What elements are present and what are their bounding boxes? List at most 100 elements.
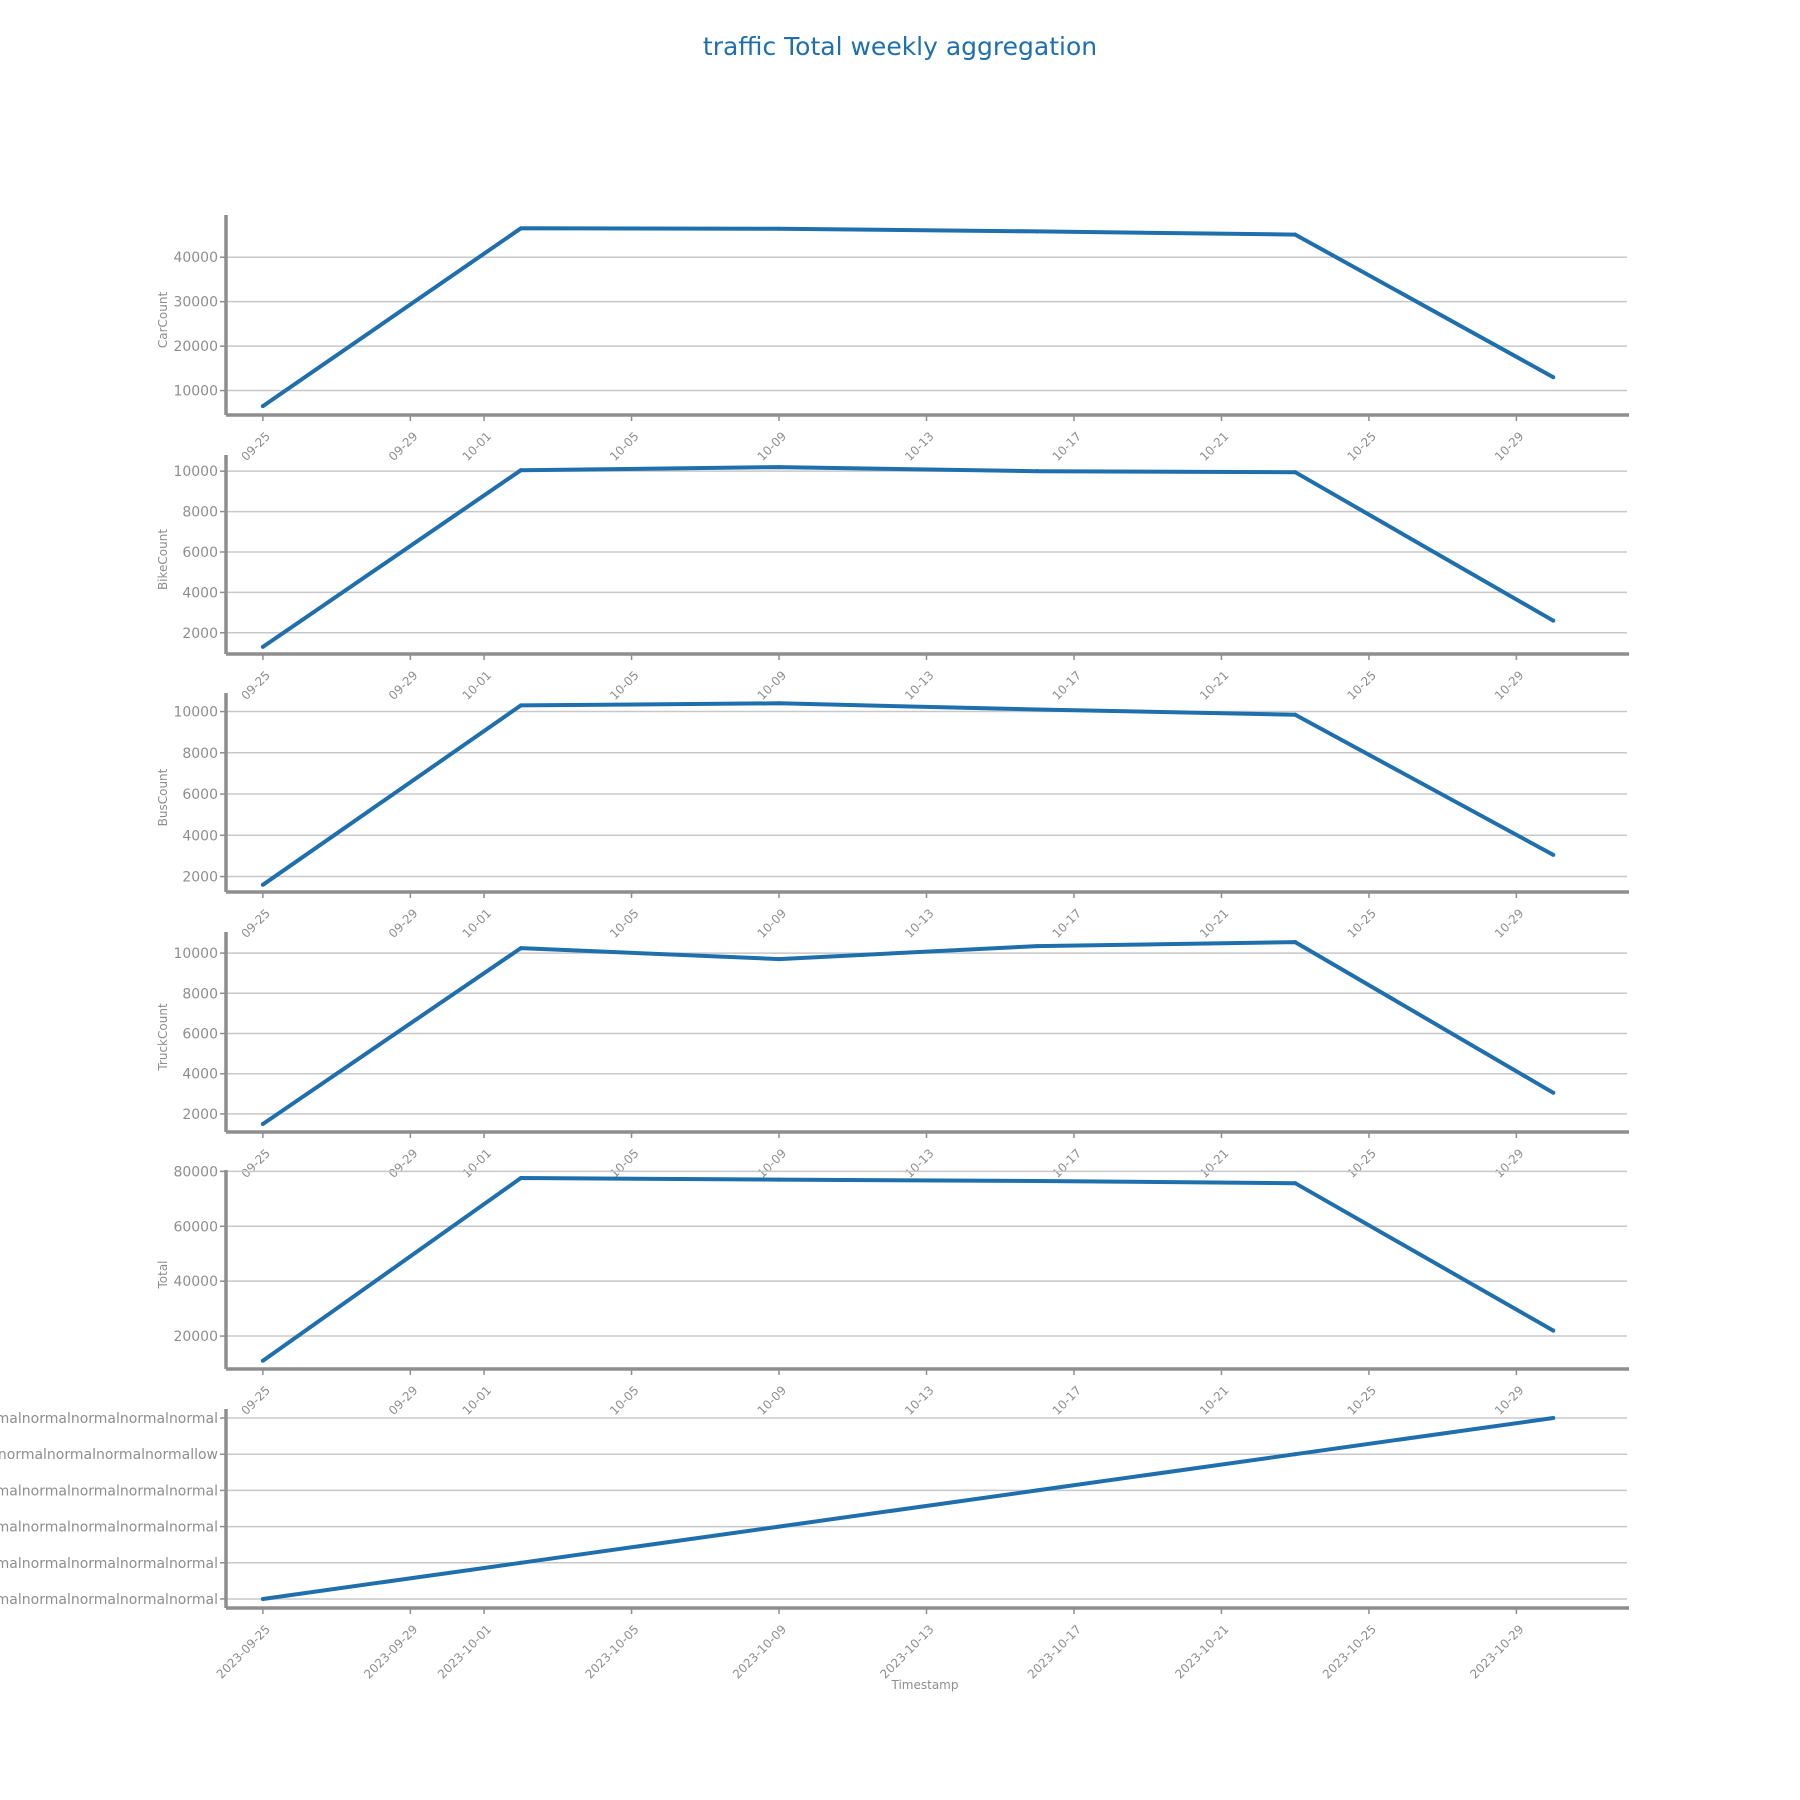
y-tick-label: 6000 — [182, 787, 218, 803]
y-axis-label: BusCount — [156, 768, 170, 826]
panel-buscount: 2000 4000 6000 8000 10000 BusCount 09-25 09-29 1… — [156, 693, 1629, 941]
y-tick-label: 20000 — [173, 1329, 218, 1345]
data-point — [260, 882, 265, 887]
x-tick-label: 09-29 — [386, 1383, 421, 1418]
x-tick-label: 10-29 — [1492, 906, 1527, 941]
x-tick-label: 10-17 — [1050, 429, 1085, 464]
y-tick-label: 60000 — [173, 1219, 218, 1235]
x-tick-label: 10-17 — [1050, 906, 1085, 941]
y-axis-label: Total — [156, 1260, 170, 1289]
data-point — [1293, 1452, 1298, 1457]
data-point — [260, 1121, 265, 1126]
data-point — [518, 226, 523, 231]
y-tick-label: 40000 — [173, 1274, 218, 1290]
panel-status: normalnormalnormalnormalnormalnormalnorm… — [0, 1409, 1629, 1681]
data-point — [260, 644, 265, 649]
x-tick-label: 10-29 — [1492, 429, 1527, 464]
x-tick-label: 2023-09-25 — [214, 1622, 273, 1681]
x-tick-label: 10-05 — [607, 668, 642, 703]
data-point — [518, 468, 523, 473]
x-tick-label: 10-13 — [902, 1383, 937, 1418]
data-point — [518, 1560, 523, 1565]
data-point — [1551, 1416, 1556, 1421]
data-point — [518, 1175, 523, 1180]
data-point — [518, 946, 523, 951]
x-axis-label: Timestamp — [891, 1678, 959, 1692]
y-tick-label: normalnormalnormalnormalnormalnormalnorm… — [0, 1411, 218, 1427]
x-tick-label: 10-01 — [460, 906, 495, 941]
y-tick-label: 4000 — [182, 1067, 218, 1083]
y-tick-label: 20000 — [173, 339, 218, 355]
x-tick-label: 10-17 — [1050, 1383, 1085, 1418]
data-point — [1035, 469, 1040, 474]
series-line — [261, 701, 1555, 887]
data-point — [260, 404, 265, 409]
y-tick-label: 6000 — [182, 1027, 218, 1043]
data-point — [1551, 375, 1556, 380]
x-tick-label: 10-17 — [1050, 668, 1085, 703]
y-tick-label: 80000 — [173, 1164, 218, 1180]
data-point — [777, 465, 782, 470]
y-tick-label: 10000 — [173, 946, 218, 962]
y-tick-label: 4000 — [182, 585, 218, 601]
x-tick-label: 10-09 — [755, 1383, 790, 1418]
x-tick-label: 10-13 — [902, 1146, 937, 1181]
data-point — [1293, 232, 1298, 237]
x-tick-label: 10-25 — [1344, 1146, 1379, 1181]
data-point — [777, 226, 782, 231]
y-tick-label: normalnormalnormalnormalnormalnormalnorm… — [0, 1520, 218, 1536]
x-tick-label: 2023-10-25 — [1320, 1622, 1379, 1681]
panel-total: 20000 40000 60000 80000 Total 09-25 09-29 10-01… — [156, 1164, 1629, 1418]
x-tick-label: 10-09 — [755, 668, 790, 703]
x-tick-label: 10-01 — [460, 1383, 495, 1418]
data-point — [777, 701, 782, 706]
y-tick-label: 40000 — [173, 250, 218, 266]
x-tick-label: 10-29 — [1492, 1383, 1527, 1418]
x-tick-label: 2023-10-01 — [435, 1622, 494, 1681]
x-tick-label: 10-01 — [460, 668, 495, 703]
y-axis-label: TruckCount — [156, 1003, 170, 1072]
x-tick-label: 10-05 — [607, 1383, 642, 1418]
data-point — [1551, 1090, 1556, 1095]
x-tick-label: 2023-10-17 — [1025, 1622, 1084, 1681]
x-tick-label: 10-21 — [1197, 906, 1232, 941]
series-line — [261, 940, 1555, 1126]
panel-carcount: 10000 20000 30000 40000 CarCount 09-25 09-29 10… — [156, 215, 1629, 464]
x-tick-label: 10-25 — [1344, 906, 1379, 941]
y-tick-label: 2000 — [182, 626, 218, 642]
y-tick-label: 8000 — [182, 746, 218, 762]
data-point — [1293, 470, 1298, 475]
x-tick-label: 2023-09-29 — [361, 1622, 420, 1681]
data-point — [1551, 618, 1556, 623]
x-tick-label: 10-25 — [1344, 668, 1379, 703]
data-point — [777, 1524, 782, 1529]
x-tick-label: 10-21 — [1197, 429, 1232, 464]
chart-panels: 10000 20000 30000 40000 CarCount 09-25 09-29 10… — [0, 215, 1629, 1681]
series-line — [262, 1416, 1554, 1601]
x-tick-label: 10-05 — [607, 906, 642, 941]
x-tick-label: 10-25 — [1344, 429, 1379, 464]
data-point — [260, 1358, 265, 1363]
x-tick-label: 10-05 — [607, 429, 642, 464]
data-point — [1035, 1178, 1040, 1183]
y-tick-label: normalnormalnormalnormalnormalnormalnorm… — [0, 1556, 218, 1572]
y-tick-label: 4000 — [182, 828, 218, 844]
x-tick-label: 10-13 — [902, 668, 937, 703]
data-point — [1293, 940, 1298, 945]
x-tick-label: 2023-10-13 — [877, 1622, 936, 1681]
x-tick-label: 10-17 — [1050, 1146, 1085, 1181]
x-tick-label: 10-21 — [1197, 668, 1232, 703]
y-tick-label: 6000 — [182, 545, 218, 561]
data-point — [1293, 712, 1298, 717]
data-point — [260, 1596, 265, 1601]
chart-title: traffic Total weekly aggregation — [703, 32, 1097, 61]
panel-truckcount: 2000 4000 6000 8000 10000 TruckCount 09-25 09-2… — [156, 932, 1629, 1181]
x-tick-label: 10-21 — [1197, 1146, 1232, 1181]
x-tick-label: 2023-10-29 — [1467, 1622, 1526, 1681]
x-tick-label: 10-13 — [902, 906, 937, 941]
y-tick-label: normalnormalnormalnormalnormalnormalnorm… — [0, 1483, 218, 1499]
data-point — [1035, 229, 1040, 234]
y-tick-label: 10000 — [173, 384, 218, 400]
